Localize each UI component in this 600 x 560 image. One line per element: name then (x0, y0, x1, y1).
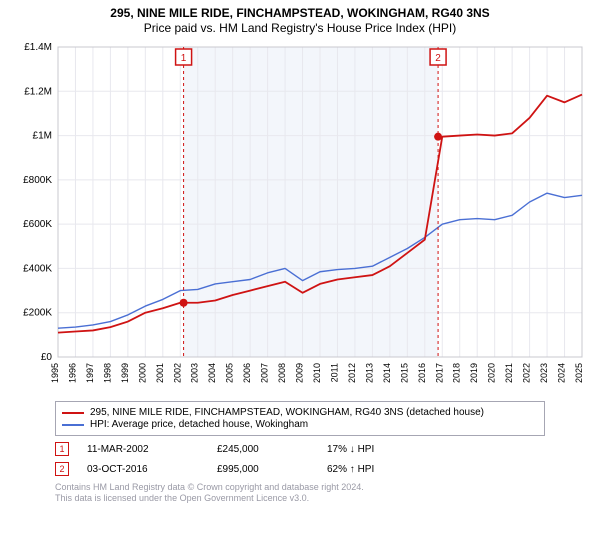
svg-text:1999: 1999 (120, 363, 130, 383)
svg-text:2001: 2001 (155, 363, 165, 383)
svg-text:2011: 2011 (329, 363, 339, 382)
legend-row: 295, NINE MILE RIDE, FINCHAMPSTEAD, WOKI… (62, 407, 538, 418)
legend-swatch-property (62, 412, 84, 414)
legend-label-hpi: HPI: Average price, detached house, Woki… (90, 419, 308, 430)
svg-text:2014: 2014 (382, 363, 392, 383)
svg-text:1997: 1997 (85, 363, 95, 383)
svg-text:2002: 2002 (172, 363, 182, 383)
svg-text:£1M: £1M (33, 131, 52, 142)
svg-text:2007: 2007 (260, 363, 270, 383)
svg-text:2004: 2004 (207, 363, 217, 383)
chart-title-subtitle: Price paid vs. HM Land Registry's House … (10, 21, 590, 35)
svg-text:2006: 2006 (242, 363, 252, 383)
svg-text:2000: 2000 (137, 363, 147, 383)
legend: 295, NINE MILE RIDE, FINCHAMPSTEAD, WOKI… (55, 401, 545, 436)
sale-marker-row: 1 11-MAR-2002 £245,000 17% ↓ HPI (55, 442, 545, 456)
svg-text:£400K: £400K (23, 263, 52, 274)
svg-text:2020: 2020 (487, 363, 497, 383)
price-chart: 1995 1996 1997 1998 1999 2000 2001 2002 2003 2004… (10, 39, 590, 395)
svg-text:2009: 2009 (295, 363, 305, 383)
sale-date: 11-MAR-2002 (87, 444, 217, 455)
svg-text:1996: 1996 (67, 363, 77, 383)
attribution-footer: Contains HM Land Registry data © Crown c… (55, 482, 545, 505)
legend-label-property: 295, NINE MILE RIDE, FINCHAMPSTEAD, WOKI… (90, 407, 484, 418)
svg-text:2013: 2013 (364, 363, 374, 383)
svg-text:2016: 2016 (417, 363, 427, 383)
svg-text:2008: 2008 (277, 363, 287, 383)
svg-text:1998: 1998 (102, 363, 112, 383)
svg-text:2019: 2019 (469, 363, 479, 383)
legend-swatch-hpi (62, 424, 84, 426)
svg-text:2003: 2003 (190, 363, 200, 383)
sale-marker-icon: 2 (55, 462, 69, 476)
sale-delta-vs-hpi: 62% ↑ HPI (327, 464, 447, 475)
svg-text:£800K: £800K (23, 175, 52, 186)
footer-line: Contains HM Land Registry data © Crown c… (55, 482, 545, 493)
sale-date: 03-OCT-2016 (87, 464, 217, 475)
svg-text:1995: 1995 (50, 363, 60, 383)
svg-text:2005: 2005 (225, 363, 235, 383)
sale-price: £245,000 (217, 444, 327, 455)
sale-marker-row: 2 03-OCT-2016 £995,000 62% ↑ HPI (55, 462, 545, 476)
svg-text:£600K: £600K (23, 219, 52, 230)
legend-row: HPI: Average price, detached house, Woki… (62, 419, 538, 430)
svg-text:2022: 2022 (522, 363, 532, 383)
svg-text:£1.4M: £1.4M (24, 42, 52, 53)
svg-text:2: 2 (435, 53, 441, 64)
svg-text:£0: £0 (41, 352, 53, 363)
sale-delta-vs-hpi: 17% ↓ HPI (327, 444, 447, 455)
svg-text:2015: 2015 (399, 363, 409, 383)
footer-line: This data is licensed under the Open Gov… (55, 493, 545, 504)
svg-text:2023: 2023 (539, 363, 549, 383)
svg-text:2021: 2021 (504, 363, 514, 383)
svg-text:1: 1 (181, 53, 187, 64)
chart-title-address: 295, NINE MILE RIDE, FINCHAMPSTEAD, WOKI… (10, 6, 590, 20)
svg-text:2024: 2024 (557, 363, 567, 383)
sale-price: £995,000 (217, 464, 327, 475)
svg-text:2025: 2025 (574, 363, 584, 383)
svg-text:2010: 2010 (312, 363, 322, 383)
svg-text:£1.2M: £1.2M (24, 86, 52, 97)
svg-text:2017: 2017 (434, 363, 444, 383)
svg-text:2018: 2018 (452, 363, 462, 383)
svg-text:2012: 2012 (347, 363, 357, 383)
sale-marker-icon: 1 (55, 442, 69, 456)
svg-text:£200K: £200K (23, 308, 52, 319)
